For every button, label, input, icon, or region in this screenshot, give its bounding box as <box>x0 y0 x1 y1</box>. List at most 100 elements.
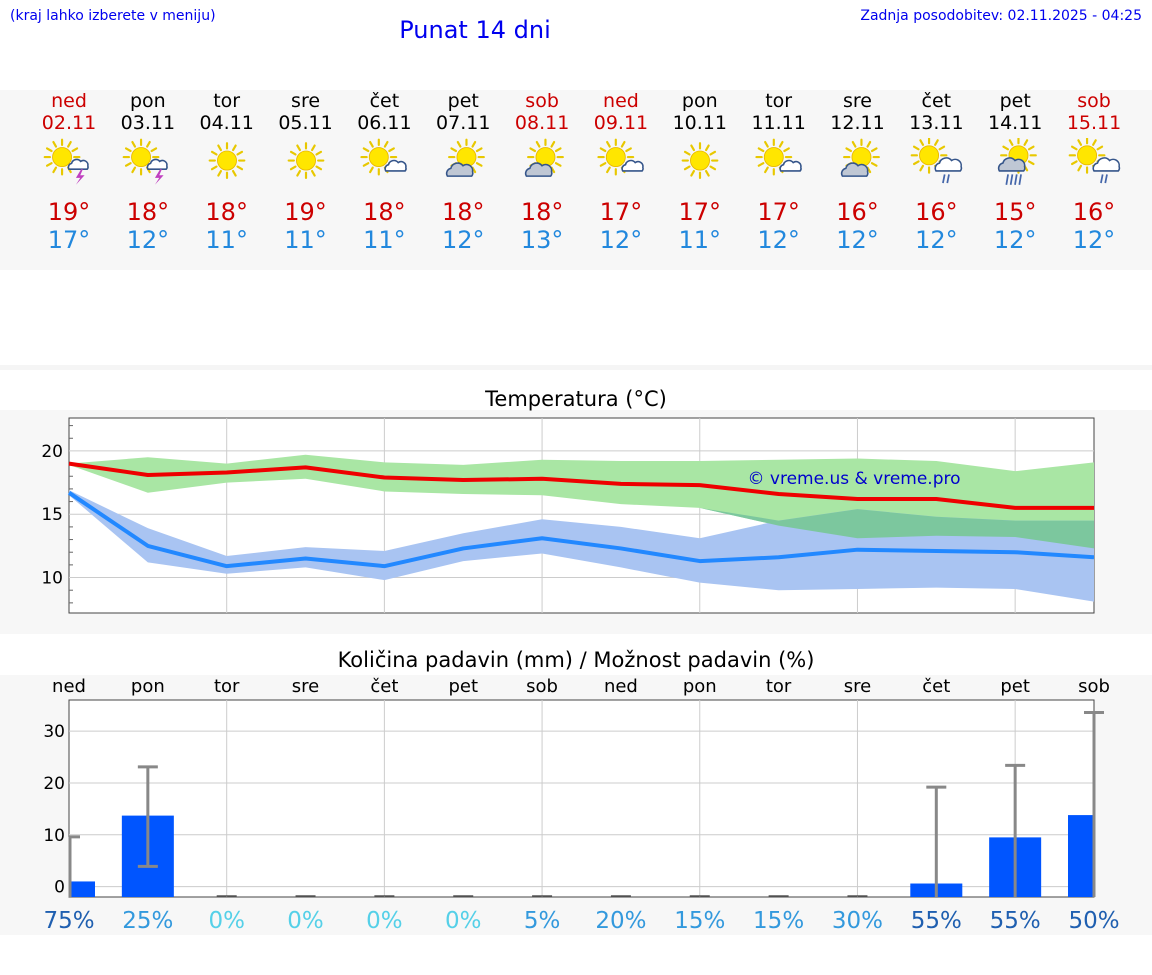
precipitation-probability: 0% <box>366 908 403 934</box>
precipitation-probability: 50% <box>1068 908 1119 934</box>
precipitation-probability: 15% <box>753 908 804 934</box>
category-label: pet <box>448 676 478 697</box>
temperature-chart-title: Temperatura (°C) <box>485 387 667 411</box>
day-date: 04.11 <box>199 112 254 134</box>
y-tick-label: 30 <box>43 722 65 742</box>
category-label: pet <box>1000 676 1030 697</box>
day-date: 15.11 <box>1066 112 1122 134</box>
max-temperature: 18° <box>441 198 485 226</box>
min-temperature: 11° <box>205 226 248 254</box>
y-tick-label: 20 <box>41 442 63 462</box>
day-date: 08.11 <box>514 112 570 134</box>
day-column: sob 08.11 18° 13° <box>503 90 582 254</box>
day-column: sob 15.11 16° 12° <box>1055 90 1134 254</box>
day-name: tor <box>213 90 241 112</box>
day-date: 12.11 <box>830 112 885 134</box>
day-date: 06.11 <box>357 112 412 134</box>
day-column: sre 12.11 16° 12° <box>818 90 897 254</box>
precipitation-probability: 55% <box>911 908 962 934</box>
min-temperature: 11° <box>363 226 406 254</box>
y-tick-label: 15 <box>41 505 63 525</box>
watermark: © vreme.us & vreme.pro <box>747 469 960 489</box>
category-label: sob <box>526 676 558 697</box>
day-column: ned 02.11 19° 17° <box>30 90 109 254</box>
max-temperature: 16° <box>915 198 958 226</box>
precipitation-bar <box>69 881 95 897</box>
day-date: 10.11 <box>672 112 727 134</box>
category-label: sre <box>844 676 871 697</box>
precipitation-probability: 55% <box>990 908 1041 934</box>
max-temperature: 16° <box>836 198 879 226</box>
min-temperature: 12° <box>915 226 958 254</box>
sun-cloud-rain-icon <box>998 138 1038 185</box>
day-date: 05.11 <box>278 112 333 134</box>
day-name: sob <box>525 90 559 112</box>
day-name: ned <box>603 90 639 112</box>
day-name: čet <box>921 90 952 112</box>
day-name: ned <box>51 90 87 112</box>
sun-cloud-thunder-icon <box>122 138 168 185</box>
sun-small-cloud-icon <box>597 138 644 176</box>
day-name: pet <box>447 90 479 112</box>
sun-small-cloud-icon <box>755 138 802 176</box>
y-tick-label: 20 <box>43 774 65 794</box>
precipitation-chart: 0 10 20 30 ned pon tor sre čet pet sob ned pon tor sre… <box>43 676 1119 934</box>
day-column: pon 03.11 18° 12° <box>108 90 187 254</box>
category-label: pon <box>683 676 717 697</box>
max-temperature: 17° <box>757 198 800 226</box>
max-temperature: 18° <box>520 198 564 226</box>
day-column: pon 10.11 17° 11° <box>660 90 739 254</box>
day-name: pon <box>681 90 718 112</box>
max-temperature: 17° <box>599 198 643 226</box>
separator <box>0 365 1152 370</box>
day-date: 02.11 <box>41 112 97 134</box>
category-label: čet <box>922 676 950 697</box>
day-column: tor 04.11 18° 11° <box>187 90 266 254</box>
max-temperature: 17° <box>678 198 722 226</box>
max-temperature: 19° <box>47 198 91 226</box>
day-column: pet 07.11 18° 12° <box>424 90 503 254</box>
day-column: tor 11.11 17° 12° <box>739 90 818 254</box>
day-column: sre 05.11 19° 11° <box>266 90 345 254</box>
day-name: pon <box>129 90 166 112</box>
day-column: čet 06.11 18° 11° <box>345 90 424 254</box>
day-name: čet <box>369 90 400 112</box>
sun-icon <box>208 142 246 179</box>
precipitation-probability: 15% <box>674 908 725 934</box>
max-temperature: 18° <box>363 198 406 226</box>
precipitation-probability: 0% <box>287 908 324 934</box>
y-tick-label: 10 <box>43 826 65 846</box>
last-updated: Zadnja posodobitev: 02.11.2025 - 04:25 <box>860 8 1142 24</box>
sun-cloud-icon <box>524 138 564 177</box>
category-label: sob <box>1078 676 1110 697</box>
sun-small-cloud-icon <box>360 138 408 176</box>
y-tick-label: 10 <box>41 569 63 589</box>
sun-cloud-light-rain-icon <box>1068 138 1121 184</box>
day-column: ned 09.11 17° 12° <box>581 90 660 254</box>
day-date: 03.11 <box>120 112 176 134</box>
daily-forecast-strip: ned 02.11 19° 17° pon 03.11 18° 12° tor 04.11 18° 1… <box>0 90 1152 270</box>
precipitation-probability: 75% <box>43 908 94 934</box>
day-date: 09.11 <box>593 112 649 134</box>
day-column: čet 13.11 16° 12° <box>897 90 976 254</box>
min-temperature: 12° <box>126 226 170 254</box>
day-date: 07.11 <box>436 112 491 134</box>
min-temperature: 12° <box>836 226 879 254</box>
category-label: pon <box>131 676 165 697</box>
y-tick-label: 0 <box>54 878 65 898</box>
max-temperature: 16° <box>1072 198 1116 226</box>
page-title: Punat 14 dni <box>399 16 551 44</box>
overlap-range-band <box>69 464 1094 549</box>
day-name: sre <box>291 90 321 112</box>
day-name: sre <box>843 90 872 112</box>
min-temperature: 12° <box>757 226 800 254</box>
category-label: čet <box>370 676 398 697</box>
min-temperature: 12° <box>441 226 485 254</box>
temperature-chart: 10 15 20 © vreme.us & vreme.pro <box>41 417 1095 614</box>
precipitation-probability: 0% <box>445 908 482 934</box>
min-temperature: 11° <box>284 226 327 254</box>
min-temperature: 12° <box>993 226 1037 254</box>
precipitation-probability: 20% <box>595 908 646 934</box>
category-label: tor <box>766 676 792 697</box>
sun-cloud-light-rain-icon <box>910 138 963 184</box>
